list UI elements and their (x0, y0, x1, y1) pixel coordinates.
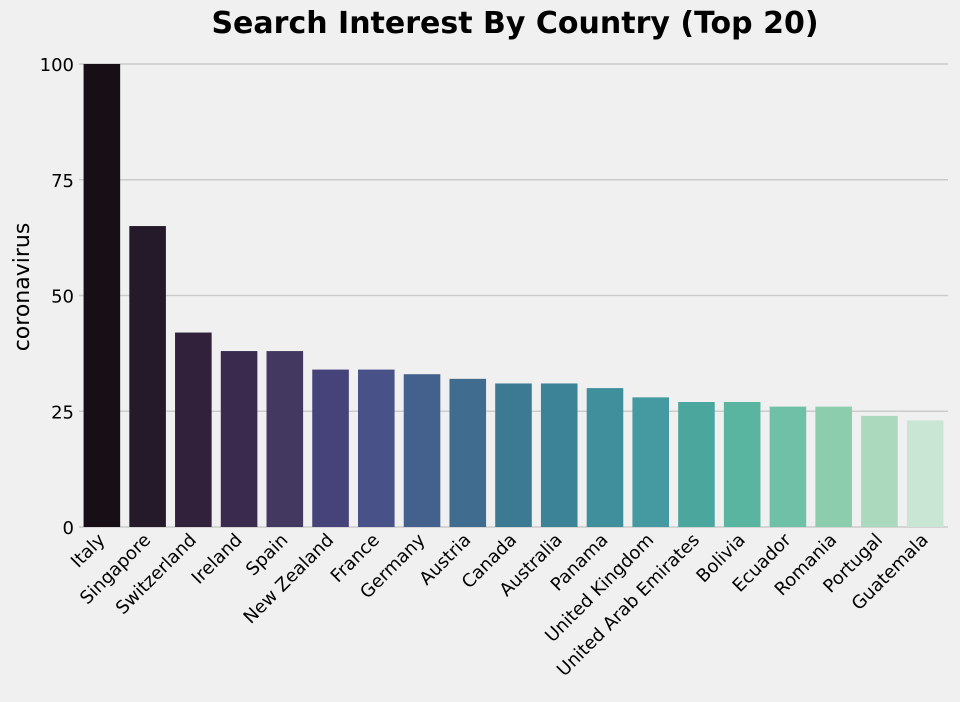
chart-title: Search Interest By Country (Top 20) (211, 6, 818, 41)
bar (769, 406, 807, 527)
bar (632, 397, 670, 527)
y-tick-label: 100 (40, 55, 74, 76)
bar (723, 401, 761, 527)
bars (83, 64, 944, 528)
y-tick-label: 50 (51, 287, 74, 308)
bar (220, 351, 258, 527)
bar (495, 383, 532, 527)
y-tick-label: 25 (51, 402, 74, 423)
bar (83, 64, 121, 527)
bar (175, 332, 212, 527)
bar (906, 420, 944, 527)
bar (266, 351, 304, 527)
bar (861, 415, 898, 527)
bar (403, 374, 441, 527)
bar (678, 401, 715, 527)
bar (586, 388, 624, 527)
bar (540, 383, 578, 527)
y-axis-ticks: 0 25 50 75 100 (40, 55, 74, 539)
bar (312, 369, 349, 527)
y-tick-label: 0 (63, 518, 74, 539)
bar (449, 378, 487, 527)
bar (129, 226, 166, 528)
y-tick-label: 75 (51, 171, 74, 192)
bar (357, 369, 395, 527)
bar (815, 406, 852, 527)
x-tick-label: Ireland (188, 530, 247, 589)
x-axis-ticks: ItalySingaporeSwitzerlandIrelandSpainNew… (67, 529, 933, 680)
y-axis-label: coronavirus (10, 223, 35, 352)
